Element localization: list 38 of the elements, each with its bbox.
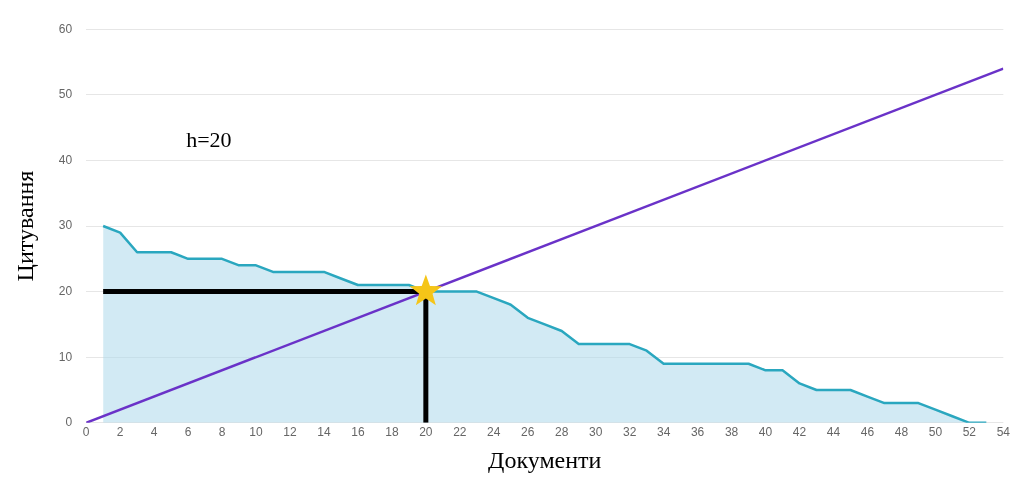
x-tick-label: 0 (82, 425, 90, 440)
x-tick-label: 38 (724, 425, 739, 440)
x-tick-label: 26 (521, 425, 535, 440)
x-tick-label: 18 (385, 425, 399, 440)
x-tick-label: 16 (351, 425, 365, 440)
x-tick-label: 10 (249, 425, 263, 440)
x-tick-label: 42 (792, 425, 807, 440)
x-tick-label: 54 (996, 425, 1011, 440)
x-tick-label: 2 (116, 425, 124, 440)
x-tick-label: 24 (487, 425, 501, 440)
x-tick-label: 28 (555, 425, 569, 440)
y-tick-label: 10 (58, 349, 73, 364)
x-tick-label: 36 (690, 425, 705, 440)
x-tick-label: 50 (928, 425, 943, 440)
y-axis-title: Цитування (11, 170, 38, 282)
annotation: h=20 (186, 127, 232, 153)
x-tick-label: 8 (218, 425, 226, 440)
y-tick-label: 20 (58, 283, 73, 298)
x-tick-label: 6 (184, 425, 192, 440)
x-tick-label: 46 (860, 425, 875, 440)
y-tick-label: 30 (58, 218, 73, 233)
x-tick-label: 14 (317, 425, 331, 440)
x-tick-label: 20 (419, 425, 433, 440)
y-tick-label: 40 (58, 152, 73, 167)
x-tick-label: 30 (589, 425, 603, 440)
y-tick-label: 0 (65, 415, 73, 430)
x-tick-label: 34 (656, 425, 671, 440)
x-axis-title: Документи (488, 446, 602, 473)
x-tick-label: 44 (826, 425, 841, 440)
x-tick-label: 4 (150, 425, 158, 440)
x-tick-label: 48 (894, 425, 909, 440)
x-tick-label: 12 (283, 425, 297, 440)
x-tick-label: 32 (622, 425, 637, 440)
x-tick-label: 40 (758, 425, 773, 440)
x-tick-label: 52 (962, 425, 977, 440)
y-tick-label: 60 (58, 21, 73, 36)
x-tick-label: 22 (453, 425, 467, 440)
y-tick-label: 50 (58, 87, 73, 102)
